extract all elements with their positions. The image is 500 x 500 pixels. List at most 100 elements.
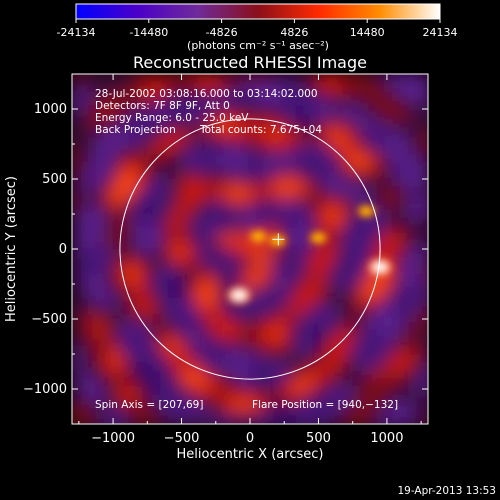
heatmap-cell — [88, 122, 97, 131]
heatmap-cell — [328, 226, 337, 235]
heatmap-cell — [248, 298, 257, 307]
heatmap-cell — [128, 154, 137, 163]
heatmap-cell — [112, 82, 121, 91]
heatmap-cell — [184, 226, 193, 235]
heatmap-cell — [120, 154, 129, 163]
heatmap-cell — [224, 306, 233, 315]
heatmap-cell — [200, 306, 209, 315]
heatmap-cell — [384, 242, 393, 251]
heatmap-cell — [320, 226, 329, 235]
heatmap-cell — [136, 234, 145, 243]
heatmap-cell — [384, 130, 393, 139]
heatmap-cell — [216, 178, 225, 187]
heatmap-cell — [72, 162, 81, 171]
heatmap-cell — [232, 82, 241, 91]
heatmap-cell — [248, 274, 257, 283]
heatmap-cell — [288, 210, 297, 219]
heatmap-cell — [408, 178, 417, 187]
heatmap-cell — [72, 274, 81, 283]
heatmap-cell — [256, 410, 265, 419]
heatmap-cell — [224, 170, 233, 179]
heatmap-cell — [72, 146, 81, 155]
heatmap-cell — [392, 410, 401, 419]
heatmap-cell — [352, 386, 361, 395]
heatmap-cell — [360, 322, 369, 331]
heatmap-cell — [352, 418, 361, 424]
heatmap-cell — [152, 234, 161, 243]
heatmap-cell — [136, 74, 145, 83]
heatmap-cell — [184, 146, 193, 155]
heatmap-cell — [328, 330, 337, 339]
heatmap-cell — [328, 266, 337, 275]
heatmap-cell — [88, 370, 97, 379]
heatmap-cell — [384, 178, 393, 187]
heatmap-cell — [408, 98, 417, 107]
heatmap-cell — [80, 386, 89, 395]
heatmap-cell — [272, 98, 281, 107]
heatmap-cell — [280, 386, 289, 395]
heatmap-cell — [248, 154, 257, 163]
heatmap-cell — [120, 394, 129, 403]
heatmap-cell — [400, 354, 409, 363]
heatmap-cell — [336, 218, 345, 227]
heatmap-cell — [312, 378, 321, 387]
heatmap-cell — [120, 178, 129, 187]
heatmap-cell — [296, 82, 305, 91]
heatmap-cell — [112, 386, 121, 395]
heatmap-cell — [72, 394, 81, 403]
heatmap-cell — [336, 146, 345, 155]
heatmap-cell — [104, 98, 113, 107]
heatmap-cell — [368, 146, 377, 155]
heatmap-cell — [400, 330, 409, 339]
heatmap-cell — [336, 194, 345, 203]
heatmap-cell — [336, 130, 345, 139]
heatmap-cell — [328, 346, 337, 355]
heatmap-cell — [200, 130, 209, 139]
heatmap-cell — [112, 170, 121, 179]
heatmap-cell — [408, 106, 417, 115]
heatmap-cell — [400, 386, 409, 395]
heatmap-cell — [240, 330, 249, 339]
heatmap-cell — [352, 338, 361, 347]
heatmap-cell — [200, 234, 209, 243]
heatmap-cell — [232, 74, 241, 83]
heatmap-cell — [80, 298, 89, 307]
heatmap-cell — [360, 274, 369, 283]
heatmap-cell — [384, 314, 393, 323]
heatmap-cell — [296, 106, 305, 115]
heatmap-cell — [192, 250, 201, 259]
heatmap-cell — [112, 298, 121, 307]
heatmap-cell — [216, 258, 225, 267]
heatmap-cell — [80, 394, 89, 403]
heatmap-cell — [144, 266, 153, 275]
heatmap-cell — [192, 226, 201, 235]
heatmap-cell — [240, 170, 249, 179]
heatmap-cell — [104, 106, 113, 115]
heatmap-cell — [96, 290, 105, 299]
heatmap-cell — [216, 282, 225, 291]
heatmap-cell — [184, 242, 193, 251]
heatmap-cell — [296, 90, 305, 99]
heatmap-cell — [160, 218, 169, 227]
heatmap-cell — [216, 266, 225, 275]
heatmap-cell — [136, 186, 145, 195]
heatmap-cell — [392, 122, 401, 131]
heatmap-cell — [168, 234, 177, 243]
heatmap-cell — [320, 82, 329, 91]
heatmap-cell — [80, 250, 89, 259]
heatmap-cell — [336, 106, 345, 115]
heatmap-cell — [248, 338, 257, 347]
heatmap-cell — [80, 154, 89, 163]
heatmap-cell — [360, 138, 369, 147]
heatmap-cell — [424, 394, 428, 403]
heatmap-cell — [408, 162, 417, 171]
heatmap-cell — [216, 202, 225, 211]
heatmap-cell — [392, 386, 401, 395]
heatmap-cell — [216, 122, 225, 131]
heatmap-cell — [176, 226, 185, 235]
heatmap-cell — [352, 394, 361, 403]
heatmap-cell — [296, 250, 305, 259]
heatmap-cell — [112, 290, 121, 299]
y-tick-label: 0 — [59, 242, 67, 257]
heatmap-cell — [168, 258, 177, 267]
